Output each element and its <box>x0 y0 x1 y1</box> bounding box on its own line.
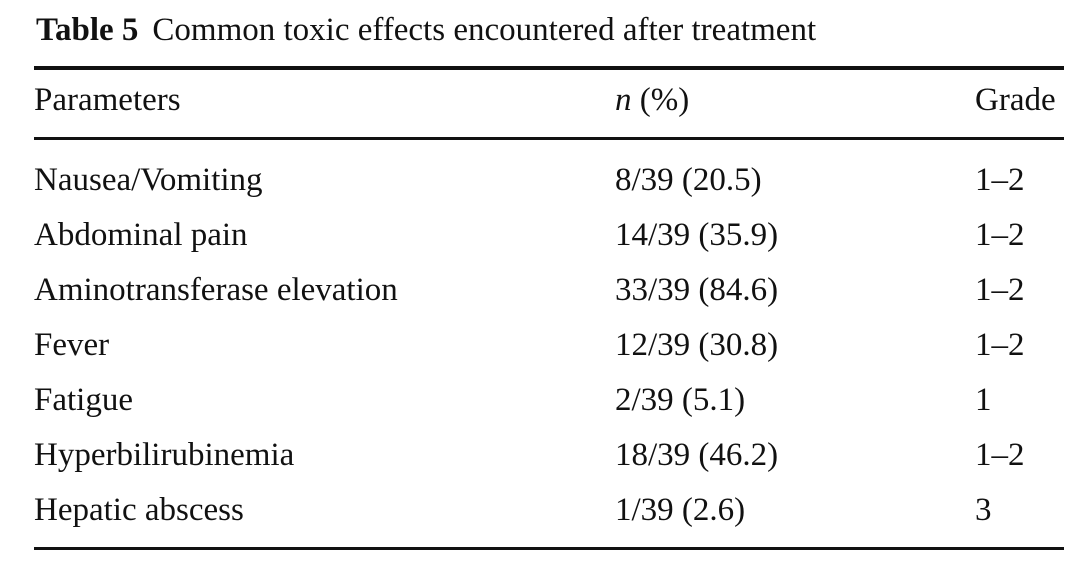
row-grade: 1–2 <box>975 327 1025 363</box>
row-n-percent: 14/39 (35.9) <box>615 217 779 253</box>
table-caption: Table 5 Common toxic effects encountered … <box>36 8 816 52</box>
row-parameter: Fatigue <box>34 382 133 418</box>
table-title: Common toxic effects encountered after t… <box>152 12 817 48</box>
row-n-percent: 8/39 (20.5) <box>615 162 762 198</box>
row-parameter: Fever <box>34 327 110 363</box>
row-n-percent: 18/39 (46.2) <box>615 437 779 473</box>
row-grade: 1–2 <box>975 217 1025 253</box>
row-n-percent: 33/39 (84.6) <box>615 272 779 308</box>
row-n-percent: 1/39 (2.6) <box>615 492 746 528</box>
row-parameter: Nausea/Vomiting <box>34 162 263 198</box>
row-parameter: Aminotransferase elevation <box>34 272 398 308</box>
bottom-rule <box>34 547 1064 550</box>
header-n-percent: n (%) <box>615 80 689 120</box>
row-n-percent: 12/39 (30.8) <box>615 327 779 363</box>
row-grade: 1–2 <box>975 162 1025 198</box>
header-rule <box>34 137 1064 140</box>
header-n-unit: (%) <box>631 82 690 118</box>
row-n-percent: 2/39 (5.1) <box>615 382 746 418</box>
row-parameter: Hepatic abscess <box>34 492 244 528</box>
header-grade: Grade <box>975 82 1056 118</box>
header-n-symbol: n <box>615 82 632 118</box>
row-grade: 1–2 <box>975 272 1025 308</box>
row-parameter: Abdominal pain <box>34 217 248 253</box>
header-parameters: Parameters <box>34 82 181 118</box>
row-grade: 3 <box>975 492 992 528</box>
row-grade: 1–2 <box>975 437 1025 473</box>
row-parameter: Hyperbilirubinemia <box>34 437 295 473</box>
table-label: Table 5 <box>36 12 139 48</box>
row-grade: 1 <box>975 382 992 418</box>
top-rule <box>34 66 1064 70</box>
